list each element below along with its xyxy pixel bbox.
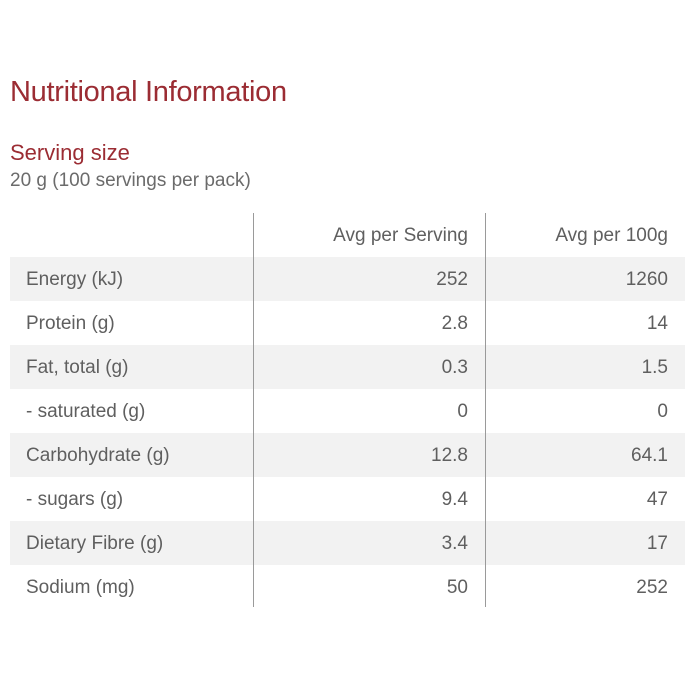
row-per-serving: 50 <box>446 577 468 598</box>
table-row: Dietary Fibre (g) 3.4 17 <box>10 521 685 565</box>
row-per-100g: 17 <box>646 533 668 554</box>
table-row: - sugars (g) 9.4 47 <box>10 477 685 521</box>
table-row: Protein (g) 2.8 14 <box>10 301 685 345</box>
nutrition-table: Avg per Serving Avg per 100g Energy (kJ)… <box>10 213 685 609</box>
row-label: Dietary Fibre (g) <box>26 533 164 554</box>
row-per-serving: 2.8 <box>441 313 468 334</box>
table-header-row: Avg per Serving Avg per 100g <box>10 213 685 257</box>
row-label: - sugars (g) <box>26 489 124 510</box>
table-row: Carbohydrate (g) 12.8 64.1 <box>10 433 685 477</box>
row-label: Carbohydrate (g) <box>26 445 170 466</box>
row-per-serving: 9.4 <box>441 489 468 510</box>
table-row: Energy (kJ) 252 1260 <box>10 257 685 301</box>
row-per-100g: 0 <box>657 401 668 422</box>
row-per-100g: 47 <box>646 489 668 510</box>
row-per-serving: 12.8 <box>431 445 468 466</box>
row-per-100g: 1260 <box>625 269 668 290</box>
row-per-100g: 14 <box>646 313 668 334</box>
column-divider <box>253 213 254 607</box>
row-per-serving: 252 <box>436 269 468 290</box>
row-label: Protein (g) <box>26 313 115 334</box>
table-row: Fat, total (g) 0.3 1.5 <box>10 345 685 389</box>
serving-size-value: 20 g (100 servings per pack) <box>10 170 251 191</box>
row-per-100g: 252 <box>636 577 668 598</box>
row-label: - saturated (g) <box>26 401 146 422</box>
row-label: Energy (kJ) <box>26 269 124 290</box>
column-divider <box>485 213 486 607</box>
row-label: Fat, total (g) <box>26 357 129 378</box>
row-per-100g: 64.1 <box>631 445 668 466</box>
table-row: Sodium (mg) 50 252 <box>10 565 685 609</box>
table-row: - saturated (g) 0 0 <box>10 389 685 433</box>
row-per-serving: 0.3 <box>441 357 468 378</box>
header-per-serving: Avg per Serving <box>333 225 468 246</box>
row-label: Sodium (mg) <box>26 577 135 598</box>
page-title: Nutritional Information <box>10 76 287 108</box>
row-per-100g: 1.5 <box>641 357 668 378</box>
row-per-serving: 0 <box>457 401 468 422</box>
row-per-serving: 3.4 <box>441 533 468 554</box>
serving-size-label: Serving size <box>10 140 130 165</box>
header-per-100g: Avg per 100g <box>555 225 668 246</box>
